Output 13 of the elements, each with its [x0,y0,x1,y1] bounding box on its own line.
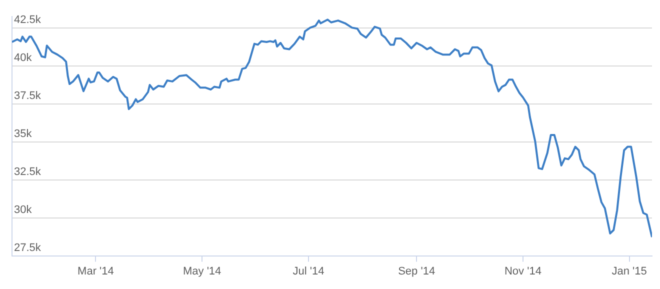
y-tick-label: 30k [14,204,32,216]
x-tick-label: Jul '14 [292,265,324,278]
y-tick-label: 40k [14,52,32,64]
x-tick-label: Sep '14 [398,265,436,278]
y-tick-label: 32.5k [14,166,42,178]
x-tick-label: Mar '14 [78,265,114,278]
y-tick-label: 27.5k [14,242,42,254]
y-tick-label: 37.5k [14,90,42,102]
y-tick-label: 35k [14,128,32,140]
x-tick-label: May '14 [182,265,222,278]
x-tick-label: Nov '14 [504,265,542,278]
x-tick-label: Jan '15 [612,265,647,278]
y-tick-label: 42.5k [14,14,42,26]
